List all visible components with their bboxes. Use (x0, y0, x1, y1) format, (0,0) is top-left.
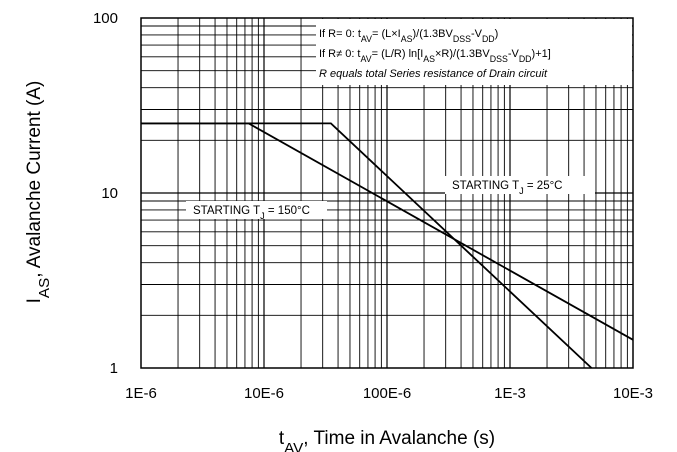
curve-label-1: STARTING TJ​ = 150°C (193, 205, 310, 221)
plot-frame (140, 17, 634, 369)
grid (141, 18, 633, 368)
y-axis-title: IAS​, Avalanche Current (A) (24, 81, 53, 304)
x-tick-label: 100E-6 (363, 385, 411, 402)
x-tick-label: 1E-3 (494, 385, 526, 402)
formula-note-2: If R≠ 0: tAV​= (L/R) ln[IAS​×R)/(1.3BVDS… (319, 48, 551, 64)
formula-notes: If R= 0: tAV​= (L×IAS​)/(1.3BVDSS​-VDD​)… (319, 28, 551, 80)
formula-note-3: R equals total Series resistance of Drai… (319, 68, 548, 80)
y-tick-label: 100 (93, 10, 118, 27)
axis-titles: tAV​, Time in Avalanche (s) IAS​, Avalanc… (24, 81, 495, 452)
formula-note-1: If R= 0: tAV​= (L×IAS​)/(1.3BVDSS​-VDD​) (319, 28, 498, 44)
curve-labels: STARTING TJ​ = 150°C STARTING TJ​ = 25°C (186, 176, 595, 221)
tick-labels: 1E-6 10E-6 100E-6 1E-3 10E-3 1 10 100 (93, 10, 653, 402)
x-tick-label: 10E-3 (613, 385, 653, 402)
curve-label-background (445, 176, 595, 194)
y-tick-label: 1 (110, 360, 118, 377)
curve-label-2: STARTING TJ​ = 25°C (452, 180, 563, 196)
x-tick-label: 1E-6 (125, 385, 157, 402)
series-line-2 (141, 122, 634, 341)
plot-border (140, 17, 634, 369)
x-tick-label: 10E-6 (244, 385, 284, 402)
label-backgrounds (316, 19, 632, 85)
y-tick-label: 10 (101, 185, 118, 202)
curve-label-background (186, 201, 327, 219)
curves (141, 122, 634, 369)
x-axis-title: tAV​, Time in Avalanche (s) (279, 428, 495, 452)
notes-background (316, 19, 632, 85)
